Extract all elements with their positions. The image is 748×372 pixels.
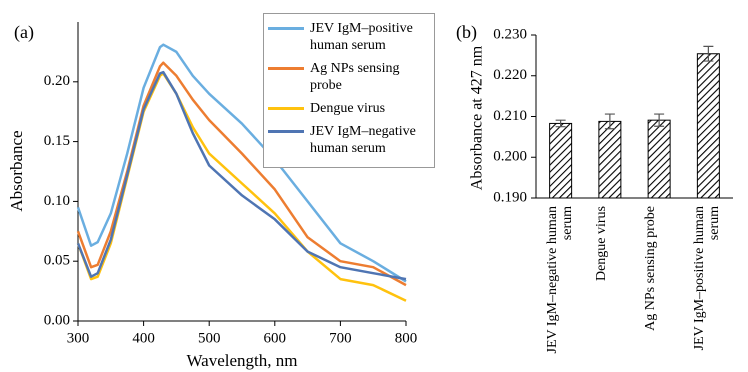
- x-tick-label: 400: [132, 330, 155, 346]
- y-tick-label: 0.230: [493, 26, 527, 42]
- bar: [647, 119, 671, 199]
- legend-label: Ag NPs sensing probe: [310, 61, 400, 93]
- bar: [549, 122, 573, 199]
- legend-entry: JEV IgM–positive human serum: [268, 20, 430, 54]
- legend-label: Dengue virus: [310, 101, 386, 116]
- error-bar: [654, 113, 665, 127]
- legend-entry: Dengue virus: [268, 100, 430, 117]
- error-bar: [604, 113, 615, 130]
- panel-label: (a): [14, 22, 34, 43]
- x-tick-label: Ag NPs sensing probe: [643, 206, 659, 331]
- x-tick-label: 600: [264, 330, 287, 346]
- legend-swatch: [268, 107, 304, 110]
- legend-label: JEV IgM–positive human serum: [310, 21, 413, 53]
- x-tick-label: 800: [395, 330, 418, 346]
- y-tick-label: 0.210: [493, 108, 527, 124]
- y-tick-label: 0.05: [44, 253, 70, 269]
- legend: JEV IgM–positive human serum Ag NPs sensi…: [263, 13, 435, 168]
- y-tick-label: 0.10: [44, 193, 70, 209]
- panel-label: (b): [456, 22, 477, 43]
- y-tick-label: 0.220: [493, 67, 527, 83]
- error-bar: [555, 119, 566, 128]
- error-bar: [703, 45, 714, 62]
- y-axis-label: Absorbance: [7, 130, 26, 211]
- x-axis-label: Wavelength, nm: [187, 351, 298, 370]
- y-tick-label: 0.190: [493, 189, 527, 205]
- x-tick-label: JEV IgM–negative human serum: [544, 206, 575, 354]
- series-line: [76, 61, 407, 287]
- legend-label: JEV IgM–negative human serum: [310, 124, 416, 156]
- y-tick-label: 0.15: [44, 133, 70, 149]
- x-tick-label: Dengue virus: [593, 206, 609, 282]
- legend-entry: Ag NPs sensing probe: [268, 60, 430, 94]
- y-tick-label: 0.00: [44, 312, 70, 328]
- series-line: [76, 43, 407, 283]
- legend-swatch: [268, 130, 304, 133]
- x-tick-label: 500: [198, 330, 221, 346]
- y-axis-label: Absorbance at 427 nm: [469, 45, 486, 190]
- y-tick-label: 0.20: [44, 73, 70, 89]
- x-tick-label: 300: [67, 330, 90, 346]
- x-tick-label: JEV IgM–positive human serum: [692, 206, 723, 351]
- bar: [696, 53, 720, 199]
- x-tick-label: 700: [329, 330, 352, 346]
- legend-swatch: [268, 27, 304, 30]
- legend-swatch: [268, 67, 304, 70]
- bar: [598, 120, 622, 199]
- y-tick-label: 0.200: [493, 149, 527, 165]
- legend-entry: JEV IgM–negative human serum: [268, 123, 430, 157]
- series-line: [76, 70, 407, 281]
